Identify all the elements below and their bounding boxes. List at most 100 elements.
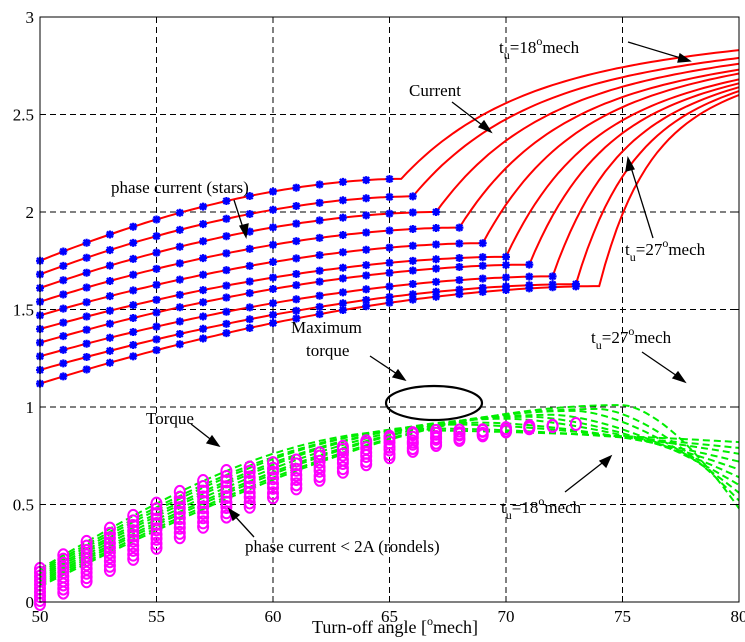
- phase-current-star: [385, 298, 394, 307]
- phase-current-star: [152, 308, 161, 317]
- arrow-tu-18-top: [627, 41, 685, 60]
- torque-rondel: [267, 465, 279, 480]
- phase-current-star: [199, 334, 208, 343]
- phase-current-star: [245, 277, 254, 286]
- x-axis-label: Turn-off angle [omech]: [312, 614, 478, 637]
- phase-current-star: [269, 273, 277, 282]
- torque-curve: [39, 404, 740, 588]
- phase-current-star: [432, 264, 441, 273]
- phase-current-star: [105, 246, 114, 255]
- phase-current-star: [245, 303, 254, 312]
- x-tick-label: 65: [381, 607, 398, 626]
- torque-rondel: [103, 526, 116, 541]
- arrow-current-head: [477, 119, 493, 134]
- phase-current-star: [292, 202, 301, 211]
- phase-current-star: [105, 346, 114, 355]
- phase-current-star: [152, 264, 161, 273]
- torque-rondel: [523, 421, 536, 436]
- phase-current-star: [362, 302, 371, 311]
- torque-rondel: [127, 538, 140, 553]
- torque-rondel: [267, 490, 279, 505]
- phase-current-star: [199, 270, 208, 279]
- y-tick-label: 2: [26, 203, 35, 222]
- torque-rondel: [220, 495, 233, 510]
- phase-current-star: [548, 272, 557, 281]
- arrow-tu-27-torque: [641, 351, 681, 379]
- torque-rondel: [476, 428, 489, 443]
- arrow-max-torque-head: [391, 368, 407, 382]
- phase-current-star: [175, 329, 184, 338]
- torque-rondel: [453, 432, 466, 447]
- phase-current-star: [222, 249, 231, 258]
- phase-current-star: [152, 215, 161, 224]
- phase-current-star: [245, 315, 254, 324]
- phase-current-star: [478, 261, 487, 270]
- phase-current-star: [199, 324, 208, 333]
- phase-current-star: [82, 339, 91, 348]
- phase-current-star: [152, 295, 161, 304]
- phase-current-star: [129, 222, 138, 231]
- phase-current-star: [362, 261, 371, 270]
- torque-rondel: [127, 547, 140, 562]
- torque-rondel: [173, 530, 186, 545]
- torque-rondel: [80, 539, 93, 554]
- torque-rondel: [103, 545, 116, 560]
- phase-current-star: [432, 277, 441, 286]
- phase-current-star: [82, 268, 91, 277]
- annotation-max-torque-2: torque: [306, 341, 349, 360]
- torque-rondel: [313, 449, 326, 464]
- phase-current-star: [175, 208, 184, 217]
- torque-rondel: [173, 525, 186, 540]
- torque-rondel: [243, 460, 256, 475]
- torque-rondel: [383, 450, 396, 465]
- max-torque-ellipse: [384, 384, 484, 422]
- phase-current-star: [408, 208, 417, 217]
- phase-current-star: [548, 283, 557, 292]
- phase-current-star: [408, 192, 417, 201]
- torque-rondel: [243, 490, 256, 505]
- phase-current-star: [59, 332, 68, 341]
- phase-current-star: [175, 317, 184, 326]
- phase-current-star: [152, 248, 161, 257]
- torque-rondel: [103, 562, 116, 577]
- torque-rondel: [406, 436, 419, 451]
- phase-current-star: [129, 352, 138, 361]
- phase-current-star: [105, 306, 114, 315]
- phase-current-star: [408, 256, 417, 265]
- torque-rondel: [290, 468, 303, 483]
- phase-current-star: [105, 333, 114, 342]
- torque-rondel: [127, 508, 140, 523]
- phase-current-star: [175, 242, 184, 251]
- torque-rondel: [243, 499, 256, 514]
- torque-rondel: [336, 464, 349, 479]
- torque-rondel: [267, 471, 279, 486]
- torque-rondel: [197, 515, 210, 530]
- phase-current-star: [175, 275, 184, 284]
- annotation-max-torque-1: Maximum: [291, 318, 362, 337]
- phase-current-star: [408, 290, 417, 299]
- phase-current-star: [269, 187, 277, 196]
- torque-rondel: [197, 494, 210, 509]
- phase-current-star: [315, 216, 324, 225]
- phase-current-star: [245, 289, 254, 298]
- phase-current-star: [385, 258, 394, 267]
- phase-current-star: [245, 227, 254, 236]
- torque-rondel: [127, 542, 140, 557]
- phase-current-star: [245, 210, 254, 219]
- torque-rondel: [220, 469, 233, 484]
- torque-rondel: [267, 486, 279, 501]
- annotations: Current phase current (stars) tu=18omech…: [111, 34, 706, 556]
- phase-current-star: [292, 306, 301, 315]
- arrow-current: [451, 101, 487, 129]
- torque-rondel: [150, 536, 163, 551]
- torque-rondel: [197, 474, 210, 489]
- phase-current-star: [105, 292, 114, 301]
- phase-current-star: [105, 230, 114, 239]
- annotation-tu-27-torque: tu=27omech: [591, 324, 672, 352]
- torque-rondel: [267, 461, 279, 476]
- phase-current-star: [152, 322, 161, 331]
- phase-current-star: [292, 237, 301, 246]
- phase-current-star: [269, 310, 277, 319]
- phase-current-star: [385, 226, 394, 235]
